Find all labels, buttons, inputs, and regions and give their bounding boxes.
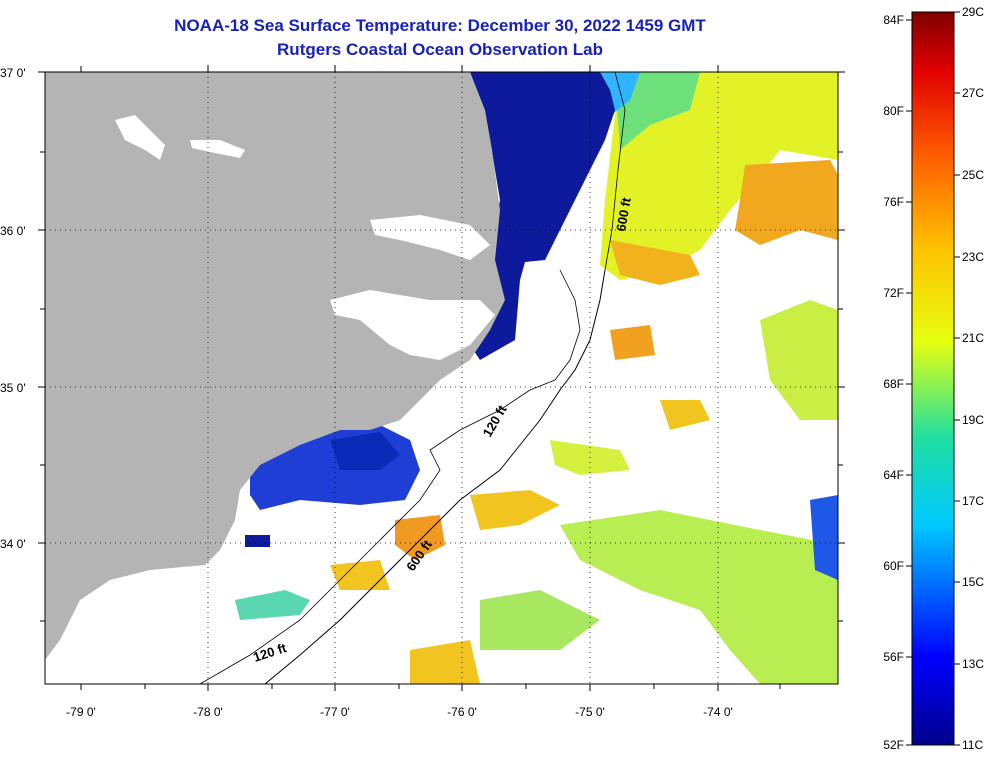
cbar-c-17: 17C xyxy=(962,494,984,508)
cbar-c-13: 13C xyxy=(962,657,984,671)
lat-label-37: 37 0' xyxy=(0,66,26,80)
map-subtitle: Rutgers Coastal Ocean Observation Lab xyxy=(277,40,603,59)
contour-label-600ft-north: 600 ft xyxy=(613,196,634,233)
cbar-f-80: 80F xyxy=(883,104,904,118)
lat-label-35: 35 0' xyxy=(0,381,26,395)
gulf-stream-orange xyxy=(735,160,838,245)
cbar-f-60: 60F xyxy=(883,559,904,573)
map-title: NOAA-18 Sea Surface Temperature: Decembe… xyxy=(174,16,706,35)
graticule xyxy=(45,72,838,684)
cbar-f-84: 84F xyxy=(883,13,904,27)
lon-label-79: -79 0' xyxy=(66,705,96,719)
cbar-f-76: 76F xyxy=(883,195,904,209)
colorbar: 84F 80F 76F 72F 68F 64F 60F 56F 52F 29C … xyxy=(883,5,984,752)
lon-label-77: -77 0' xyxy=(320,705,350,719)
cbar-f-68: 68F xyxy=(883,377,904,391)
axis-ticks xyxy=(38,65,845,691)
lon-label-75: -75 0' xyxy=(575,705,605,719)
lat-label-34: 34 0' xyxy=(0,537,26,551)
cbar-c-15: 15C xyxy=(962,575,984,589)
lon-label-74: -74 0' xyxy=(703,705,733,719)
contour-600ft-line xyxy=(264,269,606,684)
cbar-c-25: 25C xyxy=(962,168,984,182)
cbar-c-23: 23C xyxy=(962,250,984,264)
lon-label-78: -78 0' xyxy=(193,705,223,719)
contour-120ft-line xyxy=(199,269,581,684)
gulf-stream-yellow xyxy=(600,72,838,280)
lon-label-76: -76 0' xyxy=(447,705,477,719)
cbar-c-27: 27C xyxy=(962,86,984,100)
cbar-f-72: 72F xyxy=(883,286,904,300)
cbar-f-64: 64F xyxy=(883,468,904,482)
cbar-c-19: 19C xyxy=(962,413,984,427)
southern-water-green xyxy=(560,510,838,684)
cbar-c-21: 21C xyxy=(962,331,984,345)
cbar-f-52: 52F xyxy=(883,738,904,752)
cbar-f-56: 56F xyxy=(883,650,904,664)
cbar-c-29: 29C xyxy=(962,5,984,19)
cbar-c-11: 11C xyxy=(962,738,983,752)
lat-label-36: 36 0' xyxy=(0,224,26,238)
